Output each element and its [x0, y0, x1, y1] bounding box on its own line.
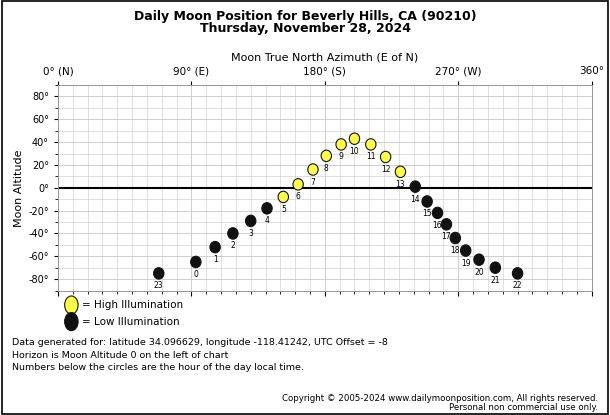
Ellipse shape: [395, 166, 406, 178]
Text: 18: 18: [451, 246, 460, 255]
Ellipse shape: [278, 191, 289, 203]
Text: 9: 9: [339, 152, 343, 161]
Ellipse shape: [474, 254, 484, 266]
Text: 7: 7: [310, 178, 315, 186]
Ellipse shape: [228, 228, 238, 239]
Text: = Low Illumination: = Low Illumination: [82, 317, 179, 327]
Text: Personal non commercial use only.: Personal non commercial use only.: [449, 403, 598, 412]
Text: 23: 23: [154, 281, 163, 290]
Text: Numbers below the circles are the hour of the day local time.: Numbers below the circles are the hour o…: [12, 363, 304, 372]
Text: Thursday, November 28, 2024: Thursday, November 28, 2024: [199, 22, 411, 34]
Text: 1: 1: [213, 255, 218, 264]
Text: 17: 17: [442, 232, 451, 241]
Ellipse shape: [365, 139, 376, 150]
Ellipse shape: [490, 262, 501, 273]
Ellipse shape: [245, 215, 256, 227]
Ellipse shape: [210, 242, 220, 253]
Text: 20: 20: [474, 268, 484, 277]
Text: 4: 4: [265, 216, 270, 225]
Text: 19: 19: [461, 259, 470, 268]
Ellipse shape: [432, 207, 443, 219]
Text: 0: 0: [193, 270, 198, 279]
Text: 11: 11: [366, 152, 376, 161]
Text: 14: 14: [411, 195, 420, 204]
Ellipse shape: [308, 164, 318, 175]
Text: 8: 8: [324, 164, 329, 173]
Text: Horizon is Moon Altitude 0 on the left of chart: Horizon is Moon Altitude 0 on the left o…: [12, 351, 229, 360]
Text: 22: 22: [513, 281, 522, 290]
Text: 12: 12: [381, 165, 390, 174]
Text: Data generated for: latitude 34.096629, longitude -118.41242, UTC Offset = -8: Data generated for: latitude 34.096629, …: [12, 338, 388, 347]
Ellipse shape: [350, 133, 360, 144]
Text: Copyright © 2005-2024 www.dailymoonposition.com, All rights reserved.: Copyright © 2005-2024 www.dailymoonposit…: [282, 394, 598, 403]
Text: Daily Moon Position for Beverly Hills, CA (90210): Daily Moon Position for Beverly Hills, C…: [134, 10, 476, 23]
Text: 16: 16: [432, 221, 442, 230]
Text: 13: 13: [396, 180, 405, 189]
Text: 6: 6: [296, 192, 301, 201]
Ellipse shape: [336, 139, 346, 150]
Ellipse shape: [321, 150, 331, 161]
Ellipse shape: [441, 219, 451, 230]
Ellipse shape: [191, 256, 201, 268]
Ellipse shape: [262, 203, 272, 214]
Y-axis label: Moon Altitude: Moon Altitude: [14, 149, 24, 227]
Text: = High Illumination: = High Illumination: [82, 300, 183, 310]
Text: 3: 3: [248, 229, 253, 238]
Ellipse shape: [154, 268, 164, 279]
Ellipse shape: [461, 245, 471, 256]
Ellipse shape: [512, 268, 523, 279]
Ellipse shape: [381, 151, 391, 163]
Ellipse shape: [450, 232, 461, 244]
Ellipse shape: [410, 181, 420, 192]
Text: 2: 2: [231, 242, 235, 250]
Ellipse shape: [422, 196, 432, 207]
Text: 5: 5: [281, 205, 285, 214]
Text: 15: 15: [422, 210, 432, 218]
Ellipse shape: [293, 178, 303, 190]
X-axis label: Moon True North Azimuth (E of N): Moon True North Azimuth (E of N): [231, 52, 418, 63]
Text: 10: 10: [350, 147, 359, 156]
Text: 21: 21: [490, 276, 500, 285]
